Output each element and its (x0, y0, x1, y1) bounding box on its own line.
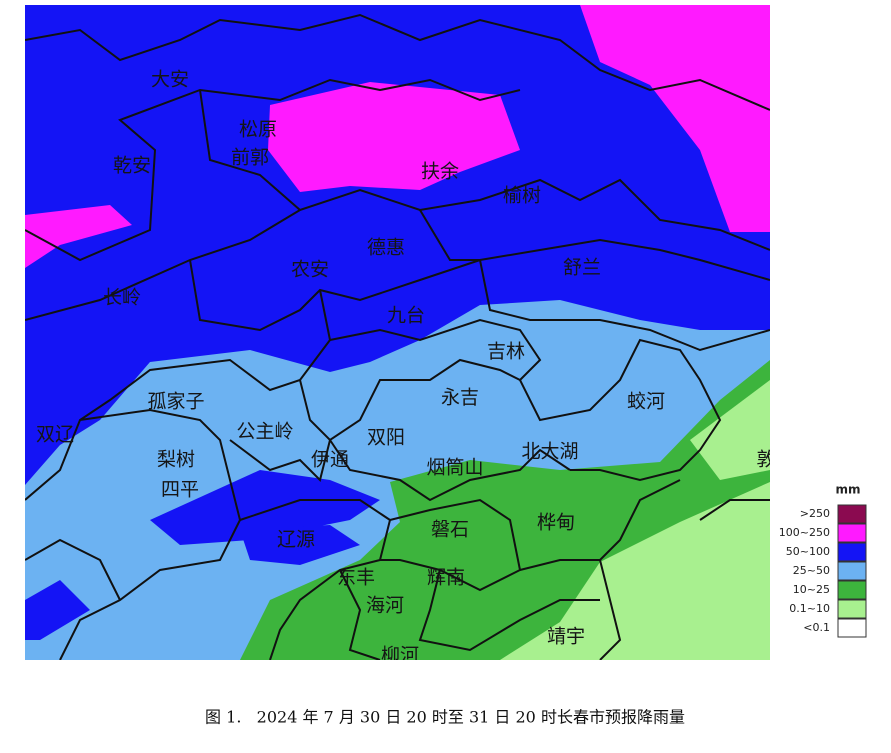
legend-label: 100~250 (779, 526, 830, 539)
legend: mm >250 100~250 50~100 25~50 10~25 0.1~10 <0.1 (779, 483, 867, 638)
region-100-250 (268, 82, 520, 192)
place-label: 公主岭 (236, 421, 293, 443)
place-label: 敦 (756, 449, 775, 471)
region-0-10 (500, 482, 770, 660)
legend-swatch (837, 618, 867, 638)
place-label: 前郭 (231, 147, 269, 169)
region-100-250 (580, 5, 770, 232)
legend-swatch (837, 580, 867, 600)
region-50-100 (25, 580, 90, 640)
legend-label: 10~25 (793, 583, 830, 596)
place-label: 榆树 (503, 185, 541, 207)
place-label: 桦甸 (537, 512, 575, 534)
region-100-250 (25, 205, 132, 268)
place-label: 四平 (161, 479, 199, 501)
place-label: 吉林 (487, 341, 525, 363)
place-label: 九台 (387, 305, 425, 327)
place-label: 大安 (151, 69, 189, 91)
place-label: 长岭 (103, 287, 141, 309)
place-label: 柳河 (381, 645, 419, 667)
legend-label: >250 (800, 507, 830, 520)
place-label: 乾安 (113, 155, 151, 177)
place-label: 烟筒山 (426, 457, 483, 479)
place-label: 梨树 (157, 449, 195, 471)
legend-label: 50~100 (786, 545, 830, 558)
legend-label: 0.1~10 (789, 602, 830, 615)
place-label: 舒兰 (563, 257, 601, 279)
place-label: 孤家子 (147, 391, 204, 413)
place-label: 东丰 (337, 567, 375, 589)
legend-label: <0.1 (803, 621, 830, 634)
place-label: 德惠 (367, 237, 405, 259)
place-label: 辉南 (427, 567, 465, 589)
legend-swatch (837, 561, 867, 581)
place-label: 磐石 (431, 519, 469, 541)
place-label: 辽源 (277, 529, 315, 551)
place-label: 海河 (366, 595, 404, 617)
place-label: 伊通 (311, 449, 349, 471)
legend-swatch (837, 504, 867, 524)
region-50-100 (25, 5, 770, 485)
place-label: 永吉 (441, 387, 479, 409)
place-label: 松原 (239, 119, 277, 141)
caption: 图 1. 2024 年 7 月 30 日 20 时至 31 日 20 时长春市预… (205, 708, 685, 727)
region-50-100 (150, 470, 380, 545)
place-label: 靖宇 (547, 626, 585, 648)
legend-label: 25~50 (793, 564, 830, 577)
place-label: 蛟河 (627, 391, 665, 413)
legend-unit: mm (835, 483, 860, 497)
place-label: 扶余 (421, 161, 459, 183)
region-50-100 (240, 525, 360, 565)
place-label: 双阳 (367, 427, 405, 449)
legend-swatch (837, 542, 867, 562)
place-label: 农安 (291, 259, 329, 281)
place-label: 北大湖 (521, 441, 578, 463)
borders (25, 13, 770, 660)
legend-swatch (837, 523, 867, 543)
place-label: 双辽 (36, 424, 74, 446)
region-0-10 (690, 380, 770, 480)
legend-swatch (837, 599, 867, 619)
